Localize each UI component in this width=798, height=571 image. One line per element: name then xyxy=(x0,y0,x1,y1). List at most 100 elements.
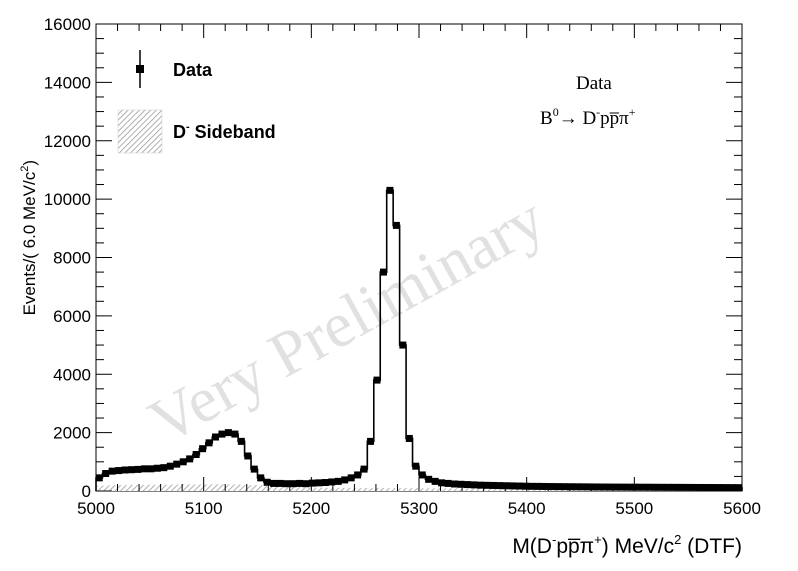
data-point xyxy=(670,483,678,491)
data-point xyxy=(709,484,717,492)
sideband-bar xyxy=(360,488,381,491)
data-point xyxy=(108,467,116,475)
sideband-bar xyxy=(515,488,536,491)
data-point xyxy=(535,482,543,490)
data-step-line xyxy=(95,189,743,491)
data-point xyxy=(192,451,200,459)
data-point xyxy=(489,481,497,489)
data-point xyxy=(444,479,452,487)
data-point xyxy=(496,482,504,490)
sideband-bar xyxy=(167,484,187,491)
data-point xyxy=(476,481,484,489)
data-point xyxy=(644,483,652,491)
data-point xyxy=(392,221,400,229)
legend: Data D- Sideband xyxy=(117,50,276,154)
data-point xyxy=(683,483,691,491)
y-axis-title: Events/( 6.0 MeV/c2) xyxy=(19,160,39,315)
x-axis-title: M(D-pp̅π+) MeV/c2 (DTF) xyxy=(512,532,742,558)
sideband-bar xyxy=(108,485,129,491)
data-point xyxy=(283,480,291,488)
data-point xyxy=(302,480,310,488)
data-point xyxy=(257,474,265,482)
data-point xyxy=(341,476,349,484)
data-point xyxy=(276,479,284,487)
sideband-bar xyxy=(96,485,109,491)
y-axis: 0 2000 4000 6000 8000 10000 12000 14000 16000 xyxy=(44,15,742,501)
data-point xyxy=(425,475,433,483)
x-axis: 5000 5100 5200 5300 5400 5500 5600 xyxy=(77,24,761,518)
data-point xyxy=(263,478,271,486)
data-point xyxy=(431,477,439,485)
data-point xyxy=(509,482,517,490)
data-point xyxy=(224,429,232,437)
data-point xyxy=(702,483,710,491)
sideband-bar xyxy=(205,484,226,491)
data-point xyxy=(638,483,646,491)
data-point xyxy=(573,483,581,491)
sideband-bar xyxy=(477,488,497,491)
data-point xyxy=(379,268,387,276)
data-point xyxy=(244,452,252,460)
data-point xyxy=(515,482,523,490)
data-point xyxy=(405,434,413,442)
data-point xyxy=(547,483,555,491)
data-point xyxy=(308,479,316,487)
data-point xyxy=(289,480,297,488)
sideband-bar xyxy=(302,487,323,491)
data-point xyxy=(399,341,407,349)
data-point xyxy=(173,460,181,468)
sideband-bar xyxy=(128,484,148,491)
data-point xyxy=(237,437,245,445)
data-point xyxy=(618,483,626,491)
sideband-bar xyxy=(399,488,419,491)
data-point xyxy=(166,462,174,470)
data-point xyxy=(354,471,362,479)
data-point xyxy=(560,483,568,491)
data-point xyxy=(586,483,594,491)
data-point xyxy=(321,479,329,487)
data-point xyxy=(347,474,355,482)
data-point xyxy=(599,483,607,491)
sideband-bar xyxy=(419,488,439,491)
data-point xyxy=(205,439,213,447)
sideband-bar xyxy=(341,487,361,491)
x-tick-label: 5500 xyxy=(615,499,653,518)
data-point xyxy=(386,186,394,194)
x-tick-label: 5100 xyxy=(185,499,223,518)
data-point xyxy=(134,465,142,473)
data-point xyxy=(115,467,123,475)
data-point xyxy=(554,483,562,491)
data-point xyxy=(373,376,381,384)
data-point xyxy=(522,482,530,490)
sideband-bar xyxy=(457,488,478,491)
data-point xyxy=(715,484,723,492)
y-tick-label: 6000 xyxy=(53,307,91,326)
data-point xyxy=(528,482,536,490)
data-point xyxy=(463,481,471,489)
data-point xyxy=(328,478,336,486)
annotation-decay: B0→ D-pp̅π+ xyxy=(540,105,636,129)
data-point xyxy=(153,464,161,472)
data-point xyxy=(567,483,575,491)
data-point xyxy=(218,430,226,438)
sideband-bar xyxy=(263,486,284,491)
data-point xyxy=(186,455,194,463)
data-point xyxy=(541,482,549,490)
data-point xyxy=(722,484,730,492)
data-point xyxy=(735,484,743,492)
y-tick-label: 10000 xyxy=(44,190,91,209)
data-point xyxy=(651,483,659,491)
data-point xyxy=(334,477,342,485)
data-point xyxy=(664,483,672,491)
data-point xyxy=(438,479,446,487)
data-point xyxy=(677,483,685,491)
data-series-markers xyxy=(95,186,743,492)
data-point xyxy=(451,480,459,488)
data-point xyxy=(728,484,736,492)
sideband-bar xyxy=(186,484,206,491)
data-point xyxy=(315,479,323,487)
data-point xyxy=(606,483,614,491)
sideband-bar xyxy=(225,484,245,491)
x-tick-label: 5600 xyxy=(723,499,761,518)
y-tick-label: 16000 xyxy=(44,15,91,34)
